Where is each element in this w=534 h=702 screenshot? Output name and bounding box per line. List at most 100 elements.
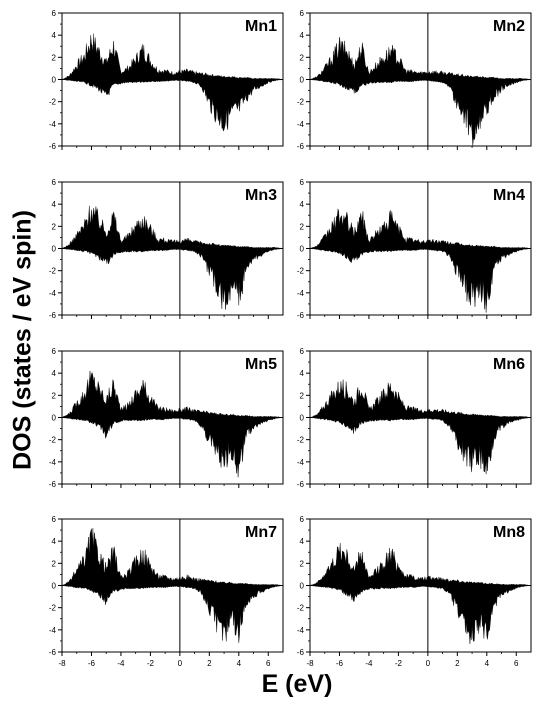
y-tick-label: -4	[297, 626, 305, 635]
x-tick-label: -4	[365, 659, 373, 668]
y-tick-label: -4	[49, 120, 57, 129]
panel-title: Mn1	[245, 18, 277, 35]
x-tick-label: 4	[237, 659, 242, 668]
spin-up-area	[309, 379, 532, 418]
y-tick-label: -6	[49, 648, 57, 657]
spin-down-area	[61, 79, 284, 132]
panel-mn4: -6 -4 -2 0 2 4 6 Mn4	[297, 178, 532, 320]
x-axis-label: E (eV)	[261, 670, 333, 698]
panel-mn6: -6 -4 -2 0 2 4 6 Mn6	[297, 347, 532, 489]
y-tick-label: -2	[297, 267, 305, 276]
y-tick-label: 2	[52, 53, 57, 62]
spin-up-area	[61, 370, 284, 418]
x-tick-label: -8	[306, 659, 314, 668]
y-tick-label: 6	[300, 347, 305, 356]
x-tick-label: 6	[514, 659, 519, 668]
y-tick-label: 6	[52, 178, 57, 187]
x-tick-label: 2	[455, 659, 460, 668]
y-tick-label: -4	[49, 289, 57, 298]
x-tick-label: -2	[147, 659, 155, 668]
y-tick-label: -2	[49, 267, 57, 276]
y-tick-label: 4	[52, 31, 57, 40]
y-tick-label: 6	[52, 347, 57, 356]
y-tick-label: -6	[297, 311, 305, 320]
panel-title: Mn6	[493, 356, 525, 373]
x-tick-label: 0	[178, 659, 183, 668]
y-tick-label: 2	[52, 559, 57, 568]
y-tick-label: -4	[297, 120, 305, 129]
y-tick-label: 2	[300, 53, 305, 62]
y-tick-label: 4	[300, 200, 305, 209]
y-tick-label: -4	[297, 458, 305, 467]
spin-down-area	[309, 248, 532, 313]
panel-title: Mn5	[245, 356, 277, 373]
spin-down-area	[61, 248, 284, 310]
x-tick-label: -6	[336, 659, 344, 668]
x-tick-label: -2	[395, 659, 403, 668]
spin-up-area	[309, 208, 532, 249]
x-tick-label: 4	[485, 659, 490, 668]
y-tick-label: 4	[300, 31, 305, 40]
x-tick-label: 2	[207, 659, 212, 668]
panel-title: Mn2	[493, 18, 525, 35]
y-tick-label: 0	[300, 245, 305, 254]
y-tick-label: 6	[300, 9, 305, 18]
y-tick-label: 0	[300, 582, 305, 591]
spin-down-area	[61, 585, 284, 643]
y-tick-label: 6	[300, 515, 305, 524]
y-tick-label: 4	[300, 537, 305, 546]
y-tick-label: 6	[52, 9, 57, 18]
x-axis-label-container: E (eV)	[0, 670, 534, 699]
spin-down-area	[309, 585, 532, 645]
y-tick-label: 6	[300, 178, 305, 187]
y-tick-label: -6	[297, 648, 305, 657]
panel-title: Mn7	[245, 524, 277, 541]
y-tick-label: -6	[297, 480, 305, 489]
x-tick-label: 0	[426, 659, 431, 668]
y-tick-label: -2	[49, 98, 57, 107]
y-tick-label: -2	[297, 98, 305, 107]
y-tick-label: -6	[49, 142, 57, 151]
y-tick-label: 0	[52, 76, 57, 85]
panel-mn5: -6 -4 -2 0 2 4 6 Mn5	[49, 347, 284, 489]
y-tick-label: -6	[297, 142, 305, 151]
y-tick-label: 2	[52, 222, 57, 231]
y-tick-label: -2	[297, 436, 305, 445]
panel-title: Mn4	[493, 187, 525, 204]
spin-up-area	[309, 543, 532, 586]
panel-title: Mn3	[245, 187, 277, 204]
y-tick-label: -4	[49, 458, 57, 467]
spin-up-area	[309, 37, 532, 80]
y-tick-label: 4	[52, 200, 57, 209]
panel-mn3: -6 -4 -2 0 2 4 6 Mn3	[49, 178, 284, 320]
panel-mn1: -6 -4 -2 0 2 4 6 Mn1	[49, 9, 284, 151]
y-tick-label: 0	[300, 414, 305, 423]
spin-up-area	[61, 205, 284, 249]
y-tick-label: 2	[300, 391, 305, 400]
y-tick-label: -6	[49, 311, 57, 320]
y-tick-label: 2	[300, 559, 305, 568]
spin-down-area	[61, 417, 284, 478]
y-tick-label: 6	[52, 515, 57, 524]
spin-up-area	[61, 528, 284, 586]
y-tick-label: -2	[49, 436, 57, 445]
panel-title: Mn8	[493, 524, 525, 541]
y-tick-label: -6	[49, 480, 57, 489]
x-tick-label: -8	[58, 659, 66, 668]
spin-down-area	[309, 417, 532, 475]
y-tick-label: 2	[52, 391, 57, 400]
y-tick-label: -2	[297, 604, 305, 613]
y-tick-label: 0	[52, 582, 57, 591]
y-tick-label: -2	[49, 604, 57, 613]
y-tick-label: 4	[300, 369, 305, 378]
y-tick-label: 0	[52, 414, 57, 423]
y-tick-label: -4	[297, 289, 305, 298]
y-tick-label: 0	[52, 245, 57, 254]
spin-down-area	[309, 79, 532, 147]
y-tick-label: 4	[52, 537, 57, 546]
y-tick-label: 4	[52, 369, 57, 378]
spin-up-area	[61, 33, 284, 80]
x-tick-label: 6	[266, 659, 271, 668]
